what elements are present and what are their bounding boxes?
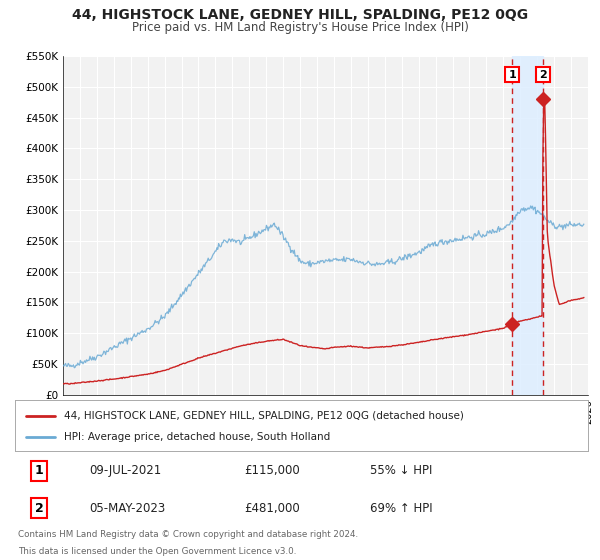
Text: Contains HM Land Registry data © Crown copyright and database right 2024.: Contains HM Land Registry data © Crown c… — [18, 530, 358, 539]
Text: 05-MAY-2023: 05-MAY-2023 — [89, 502, 166, 515]
Text: 2: 2 — [539, 69, 547, 80]
Text: 44, HIGHSTOCK LANE, GEDNEY HILL, SPALDING, PE12 0QG: 44, HIGHSTOCK LANE, GEDNEY HILL, SPALDIN… — [72, 8, 528, 22]
Bar — [512, 56, 543, 395]
Text: HPI: Average price, detached house, South Holland: HPI: Average price, detached house, Sout… — [64, 432, 330, 442]
Text: 69% ↑ HPI: 69% ↑ HPI — [370, 502, 433, 515]
Text: £481,000: £481,000 — [244, 502, 300, 515]
Text: 1: 1 — [35, 464, 43, 478]
Text: 55% ↓ HPI: 55% ↓ HPI — [370, 464, 433, 478]
Text: 44, HIGHSTOCK LANE, GEDNEY HILL, SPALDING, PE12 0QG (detached house): 44, HIGHSTOCK LANE, GEDNEY HILL, SPALDIN… — [64, 410, 464, 421]
Text: 09-JUL-2021: 09-JUL-2021 — [89, 464, 162, 478]
Text: This data is licensed under the Open Government Licence v3.0.: This data is licensed under the Open Gov… — [18, 547, 296, 556]
Text: Price paid vs. HM Land Registry's House Price Index (HPI): Price paid vs. HM Land Registry's House … — [131, 21, 469, 34]
Text: 2: 2 — [35, 502, 43, 515]
Text: £115,000: £115,000 — [244, 464, 300, 478]
Text: 1: 1 — [508, 69, 516, 80]
